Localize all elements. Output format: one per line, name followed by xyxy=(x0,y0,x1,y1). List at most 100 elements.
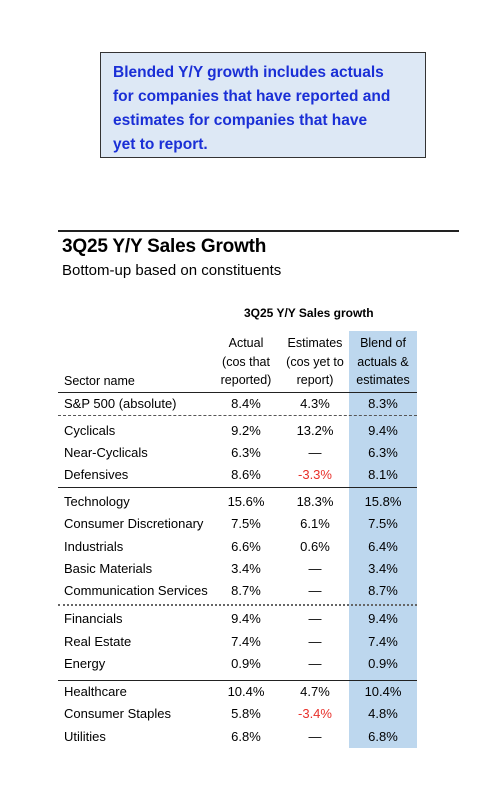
divider-growth xyxy=(58,604,417,606)
estimate-value-cell: — xyxy=(308,583,322,598)
header-actual-line-2: (cos that xyxy=(222,354,270,369)
blend-value-cell: 8.3% xyxy=(368,396,398,411)
table-row: Basic Materials 3.4% — 3.4% xyxy=(0,561,503,583)
blend-value-cell: 0.9% xyxy=(368,656,398,671)
sector-name-cell: Real Estate xyxy=(64,634,132,649)
blend-value-cell: 9.4% xyxy=(368,611,398,626)
sector-name-cell: Cyclicals xyxy=(64,423,116,438)
estimate-value-cell: 13.2% xyxy=(296,423,334,438)
sector-name-cell: Energy xyxy=(64,656,106,671)
estimate-value-cell: — xyxy=(308,729,322,744)
blend-value-cell: 9.4% xyxy=(368,423,398,438)
estimate-value-cell: 4.3% xyxy=(300,396,330,411)
title-rule xyxy=(58,230,459,232)
divider-sp500 xyxy=(58,415,417,416)
header-estimates-line-2: (cos yet to xyxy=(286,354,344,369)
sector-name-cell: Communication Services xyxy=(64,583,208,598)
estimate-value-cell: -3.3% xyxy=(298,467,332,482)
header-estimates-line-1: Estimates xyxy=(287,336,343,350)
header-actual-line-3: reported) xyxy=(220,373,272,387)
header-blend-line-1: Blend of xyxy=(360,336,406,350)
table-row: Defensives 8.6% -3.3% 8.1% xyxy=(0,467,503,489)
sector-name-cell: Technology xyxy=(64,494,130,509)
blend-value-cell: 6.8% xyxy=(368,729,398,744)
divider-groups xyxy=(58,487,417,488)
header-estimates-line-3: report) xyxy=(296,373,334,387)
sector-name-cell: Industrials xyxy=(64,539,124,554)
callout-line-2: for companies that have reported and xyxy=(113,88,391,105)
actual-value-cell: 7.4% xyxy=(231,634,261,649)
actual-value-cell: 8.7% xyxy=(231,583,261,598)
blend-value-cell: 3.4% xyxy=(368,561,398,576)
actual-value-cell: 9.4% xyxy=(231,611,261,626)
estimate-value-cell: — xyxy=(308,634,322,649)
actual-value-cell: 6.6% xyxy=(231,539,261,554)
estimate-value-cell: — xyxy=(308,656,322,671)
actual-value-cell: 15.6% xyxy=(227,494,265,509)
sector-name-cell: S&P 500 (absolute) xyxy=(64,396,177,411)
callout-line-1: Blended Y/Y growth includes actuals xyxy=(113,64,384,81)
estimate-value-cell: -3.4% xyxy=(298,706,332,721)
actual-value-cell: 10.4% xyxy=(227,684,265,699)
sector-name-cell: Utilities xyxy=(64,729,106,744)
table-row: Energy 0.9% — 0.9% xyxy=(0,656,503,678)
blend-value-cell: 6.3% xyxy=(368,445,398,460)
table-row: Consumer Staples 5.8% -3.4% 4.8% xyxy=(0,706,503,728)
divider-cyclicals-defensive xyxy=(58,680,417,681)
callout-line-4: yet to report. xyxy=(113,136,208,153)
actual-value-cell: 6.8% xyxy=(231,729,261,744)
estimate-value-cell: 6.1% xyxy=(300,516,330,531)
blend-value-cell: 7.4% xyxy=(368,634,398,649)
table-row: Financials 9.4% — 9.4% xyxy=(0,611,503,633)
table-row: Real Estate 7.4% — 7.4% xyxy=(0,634,503,656)
blend-column-highlight xyxy=(349,331,417,748)
table-row: Utilities 6.8% — 6.8% xyxy=(0,729,503,751)
estimate-value-cell: — xyxy=(308,611,322,626)
callout-box: Blended Y/Y growth includes actuals for … xyxy=(100,52,426,158)
estimate-value-cell: — xyxy=(308,445,322,460)
table-row: Industrials 6.6% 0.6% 6.4% xyxy=(0,539,503,561)
sector-name-cell: Healthcare xyxy=(64,684,127,699)
blend-value-cell: 10.4% xyxy=(364,684,402,699)
column-group-header: 3Q25 Y/Y Sales growth xyxy=(244,306,374,320)
table-row: S&P 500 (absolute) 8.4% 4.3% 8.3% xyxy=(0,396,503,418)
sector-name-cell: Basic Materials xyxy=(64,561,153,576)
table-title: 3Q25 Y/Y Sales Growth xyxy=(62,236,267,257)
header-estimates: Estimates (cos yet to report) xyxy=(282,334,348,390)
sector-name-cell: Financials xyxy=(64,611,123,626)
blend-value-cell: 8.1% xyxy=(368,467,398,482)
estimate-value-cell: — xyxy=(308,561,322,576)
header-actual: Actual (cos that reported) xyxy=(214,334,278,390)
table-row: Near-Cyclicals 6.3% — 6.3% xyxy=(0,445,503,467)
header-blend-line-2: actuals & xyxy=(357,354,409,369)
table-row: Consumer Discretionary 7.5% 6.1% 7.5% xyxy=(0,516,503,538)
blend-value-cell: 6.4% xyxy=(368,539,398,554)
estimate-value-cell: 4.7% xyxy=(300,684,330,699)
blend-value-cell: 4.8% xyxy=(368,706,398,721)
table-row: Communication Services 8.7% — 8.7% xyxy=(0,583,503,605)
header-sector-name: Sector name xyxy=(64,374,135,388)
estimate-value-cell: 18.3% xyxy=(296,494,334,509)
actual-value-cell: 8.6% xyxy=(231,467,261,482)
actual-value-cell: 0.9% xyxy=(231,656,261,671)
actual-value-cell: 5.8% xyxy=(231,706,261,721)
sector-name-cell: Near-Cyclicals xyxy=(64,445,148,460)
header-actual-line-1: Actual xyxy=(228,336,264,350)
table-row: Technology 15.6% 18.3% 15.8% xyxy=(0,494,503,516)
blend-value-cell: 7.5% xyxy=(368,516,398,531)
sector-name-cell: Consumer Staples xyxy=(64,706,171,721)
estimate-value-cell: 0.6% xyxy=(300,539,330,554)
actual-value-cell: 6.3% xyxy=(231,445,261,460)
header-blend-line-3: estimates xyxy=(356,373,410,387)
actual-value-cell: 7.5% xyxy=(231,516,261,531)
actual-value-cell: 9.2% xyxy=(231,423,261,438)
blend-value-cell: 15.8% xyxy=(364,494,402,509)
header-blend: Blend of actuals & estimates xyxy=(349,334,417,390)
actual-value-cell: 8.4% xyxy=(231,396,261,411)
table-row: Healthcare 10.4% 4.7% 10.4% xyxy=(0,684,503,706)
blend-value-cell: 8.7% xyxy=(368,583,398,598)
actual-value-cell: 3.4% xyxy=(231,561,261,576)
sector-name-cell: Consumer Discretionary xyxy=(64,516,204,531)
callout-line-3: estimates for companies that have xyxy=(113,112,368,129)
table-subtitle: Bottom-up based on constituents xyxy=(62,262,282,279)
